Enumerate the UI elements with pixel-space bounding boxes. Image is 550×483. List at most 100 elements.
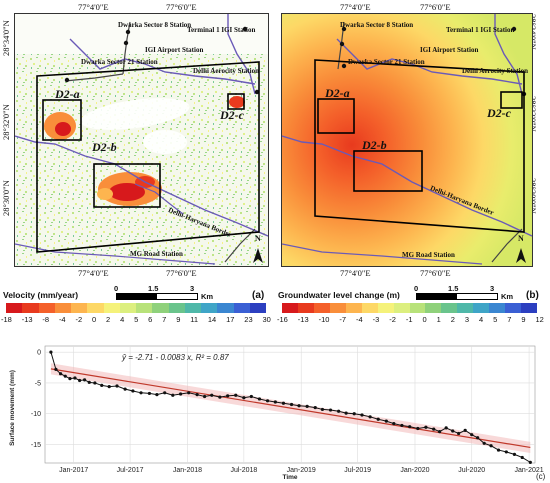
- x-tick-label: Jul-2019: [344, 467, 371, 474]
- data-point: [476, 436, 480, 440]
- data-point: [139, 391, 143, 395]
- data-point: [87, 380, 91, 384]
- data-point: [210, 393, 214, 397]
- zone-label-d2-a: D2-a: [55, 87, 80, 101]
- legend-tick-label: 2: [450, 315, 455, 324]
- legend-tick-label: -2: [389, 315, 396, 324]
- panel-a-bottom-lon-2: 77°6'0"E: [166, 268, 197, 278]
- data-point: [131, 389, 135, 393]
- y-tick-label: -10: [31, 411, 41, 418]
- legend-swatch: [119, 303, 136, 313]
- scale-b-1: 1.5: [448, 284, 459, 293]
- legend-tick-label: 30: [262, 315, 271, 324]
- legend-swatch: [505, 303, 522, 313]
- data-point: [289, 402, 294, 407]
- legend-tick-label: -2: [75, 315, 83, 324]
- legend-swatch: [441, 303, 458, 313]
- data-point: [49, 350, 53, 354]
- legend-tick-label: 23: [244, 315, 253, 324]
- data-point: [352, 412, 356, 416]
- data-point: [63, 374, 67, 378]
- y-axis-label: Surface movement (mm): [9, 370, 16, 446]
- panel-a-left-lat-1: 28°34'0"N: [1, 20, 11, 56]
- data-point: [226, 394, 230, 398]
- data-point: [115, 384, 119, 388]
- legend-tick-label: 4: [479, 315, 484, 324]
- legend-swatch: [168, 303, 185, 313]
- legend-swatch: [152, 303, 169, 313]
- scale-b-2: 3: [490, 284, 495, 293]
- legend-swatch: [377, 303, 394, 313]
- data-point: [313, 405, 317, 410]
- legend-swatch: [136, 303, 153, 313]
- legend-tick-label: 5: [134, 315, 139, 324]
- legend-tick-label: 9: [521, 315, 526, 324]
- place-dwarka-sector-8: Dwarka Sector 8 Station: [118, 21, 192, 29]
- x-tick-label: Jan-2020: [400, 467, 429, 474]
- legend-tick-label: 7: [162, 315, 167, 324]
- scale-a-1: 1.5: [148, 284, 159, 293]
- data-point: [444, 426, 448, 430]
- data-point: [400, 423, 404, 428]
- data-point: [384, 419, 388, 423]
- data-point: [320, 407, 325, 412]
- zone-label-d2-c: D2-c: [487, 106, 511, 120]
- data-point: [512, 452, 517, 456]
- place-mg-road: MG Road Station: [402, 251, 455, 259]
- legend-a-title: Velocity (mm/year): [3, 290, 79, 300]
- panel-a-letter: (a): [252, 290, 265, 301]
- data-point: [337, 409, 341, 413]
- panel-b-bottom-lon-1: 77°4'0"E: [340, 268, 371, 278]
- data-point: [202, 394, 207, 399]
- y-tick-label: 0: [37, 350, 41, 357]
- legend-a-colorbar: [6, 303, 266, 313]
- data-point: [328, 408, 333, 412]
- scale-b-0: 0: [414, 284, 419, 293]
- data-point: [273, 400, 277, 404]
- data-point: [58, 372, 63, 376]
- data-point: [281, 401, 286, 405]
- data-point: [416, 426, 420, 431]
- velocity-map-panel: Dwarka Sector 8 Station Terminal 1 IGI S…: [14, 13, 269, 267]
- data-point: [496, 448, 501, 452]
- legend-tick-label: -8: [42, 315, 50, 324]
- legend-tick-label: -3: [372, 315, 380, 324]
- legend-swatch: [409, 303, 426, 313]
- place-delhi-aerocity: Delhi Aerocity Station: [193, 67, 259, 75]
- legend-swatch: [233, 303, 250, 313]
- data-point: [470, 433, 474, 437]
- x-tick-label: Jan-2018: [173, 467, 202, 474]
- legend-swatch: [473, 303, 490, 313]
- data-point: [73, 376, 77, 380]
- x-tick-label: Jan-2019: [287, 467, 316, 474]
- legend-swatch: [87, 303, 104, 313]
- place-mg-road: MG Road Station: [130, 250, 183, 258]
- groundwater-map-panel: Dwarka Sector 8 Station Terminal 1 IGI S…: [281, 13, 533, 267]
- legend-tick-label: -13: [21, 315, 33, 324]
- data-point: [242, 396, 246, 400]
- data-point: [368, 415, 372, 419]
- place-dwarka-sector-8: Dwarka Sector 8 Station: [340, 21, 414, 29]
- legend-swatch: [329, 303, 346, 313]
- legend-tick-label: -18: [1, 315, 12, 324]
- data-point: [424, 425, 428, 429]
- scale-a-unit: Km: [201, 292, 214, 301]
- zone-label-d2-b: D2-b: [92, 140, 117, 154]
- data-point: [305, 404, 309, 408]
- data-point: [147, 391, 152, 396]
- legend-swatch: [201, 303, 218, 313]
- legend-tick-label: 7: [507, 315, 512, 324]
- legend-swatch: [489, 303, 506, 313]
- data-point: [77, 378, 82, 383]
- data-point: [392, 421, 396, 426]
- data-point: [171, 393, 175, 397]
- panel-b-top-lon-2: 77°6'0"E: [420, 2, 451, 12]
- data-point: [432, 427, 436, 431]
- place-terminal-1-igi: Terminal 1 IGI Station: [187, 26, 256, 34]
- data-point: [163, 391, 167, 395]
- data-point: [234, 393, 238, 397]
- legend-tick-label: -1: [405, 315, 413, 324]
- data-point: [451, 429, 455, 433]
- data-point: [504, 450, 508, 454]
- panel-a-left-lat-3: 28°30'0"N: [1, 180, 11, 216]
